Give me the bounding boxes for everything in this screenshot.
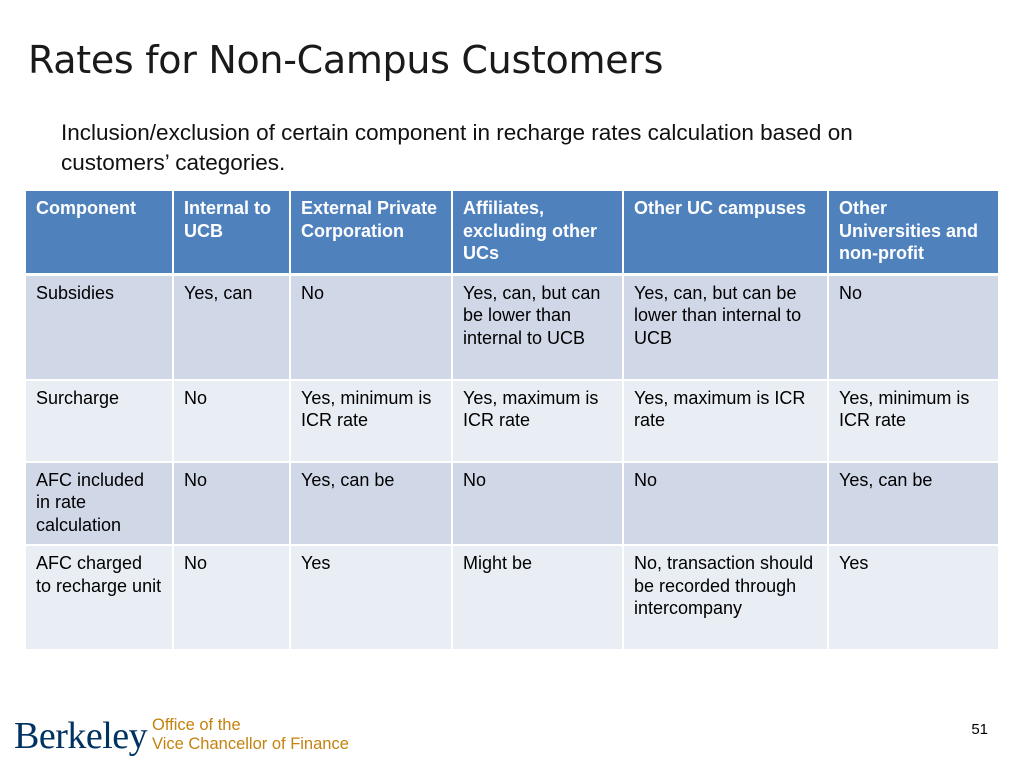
slide-title: Rates for Non-Campus Customers — [28, 38, 664, 82]
table-cell: Surcharge — [26, 379, 174, 463]
table-cell: No — [828, 274, 998, 381]
table-cell: Yes — [828, 545, 998, 651]
table-cell: No — [452, 461, 624, 546]
table-cell: No — [290, 274, 453, 381]
table-cell: Yes, maximum is ICR rate — [452, 379, 624, 463]
table-header-row: Component Internal to UCB External Priva… — [26, 191, 998, 276]
table-cell: Yes, can, but can be lower than internal… — [623, 274, 829, 381]
table-cell: AFC included in rate calculation — [26, 461, 174, 546]
table-cell: No — [173, 461, 291, 546]
table-cell: No — [173, 379, 291, 463]
table-cell: Might be — [452, 545, 624, 651]
office-line-1: Office of the — [152, 716, 241, 734]
header-internal-ucb: Internal to UCB — [173, 191, 291, 276]
table-cell: Yes, can — [173, 274, 291, 381]
table-cell: Yes, can, but can be lower than internal… — [452, 274, 624, 381]
table-cell: Yes, minimum is ICR rate — [828, 379, 998, 463]
table-row: Surcharge No Yes, minimum is ICR rate Ye… — [26, 379, 998, 463]
table-cell: Yes, minimum is ICR rate — [290, 379, 453, 463]
slide-subtitle: Inclusion/exclusion of certain component… — [61, 120, 853, 175]
table-cell: No — [623, 461, 829, 546]
header-component: Component — [26, 191, 174, 276]
header-external-private: External Private Corporation — [290, 191, 453, 276]
header-affiliates: Affiliates, excluding other UCs — [452, 191, 624, 276]
table-row: AFC included in rate calculation No Yes,… — [26, 461, 998, 546]
table-cell: No, transaction should be recorded throu… — [623, 545, 829, 651]
table-cell: Subsidies — [26, 274, 174, 381]
table-cell: Yes — [290, 545, 453, 651]
table-cell: Yes, can be — [828, 461, 998, 546]
table-cell: Yes, can be — [290, 461, 453, 546]
header-other-universities: Other Universities and non-profit — [828, 191, 998, 276]
table-row: AFC charged to recharge unit No Yes Migh… — [26, 545, 998, 651]
table-cell: AFC charged to recharge unit — [26, 545, 174, 651]
office-line-2: Vice Chancellor of Finance — [152, 735, 349, 753]
header-other-uc: Other UC campuses — [623, 191, 829, 276]
table-cell: No — [173, 545, 291, 651]
table-cell: Yes, maximum is ICR rate — [623, 379, 829, 463]
page-number: 51 — [971, 721, 988, 738]
berkeley-wordmark: Berkeley — [14, 715, 148, 757]
rates-table: Component Internal to UCB External Priva… — [26, 191, 998, 651]
table-row: Subsidies Yes, can No Yes, can, but can … — [26, 274, 998, 381]
office-name: Office of the Vice Chancellor of Finance — [152, 716, 392, 754]
